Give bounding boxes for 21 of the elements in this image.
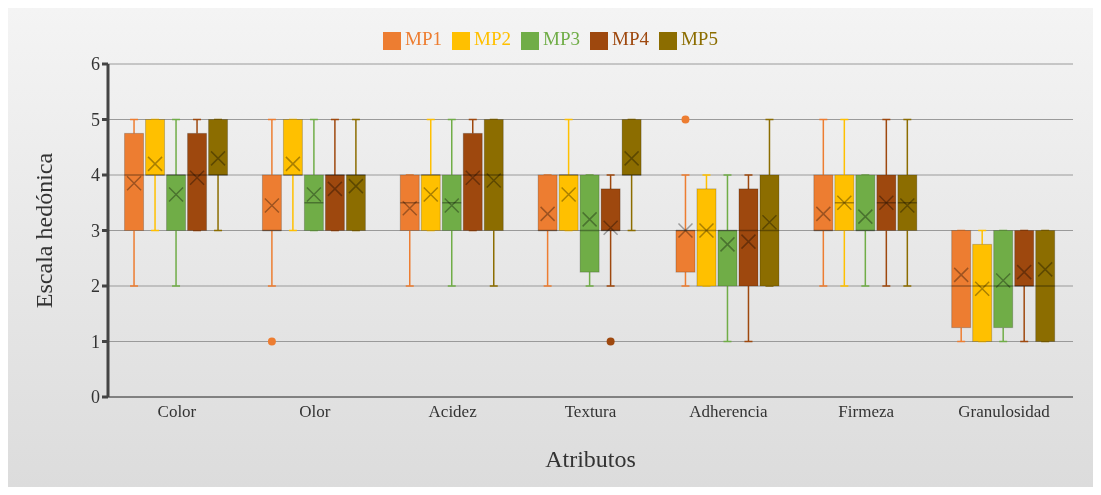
y-axis-title: Escala hedónica (30, 152, 57, 309)
x-tick-label: Firmeza (838, 402, 895, 422)
x-tick-label: Color (157, 402, 197, 422)
legend-label: MP1 (405, 28, 443, 49)
x-axis-title: Atributos (545, 446, 636, 472)
legend-label: MP5 (680, 28, 718, 49)
y-tick-label: 6 (91, 54, 100, 75)
x-tick-label: Textura (564, 402, 617, 422)
y-tick-label: 3 (91, 220, 100, 241)
legend-label: MP2 (474, 28, 512, 49)
y-tick-label: 2 (91, 276, 100, 297)
y-tick-label: 5 (91, 109, 100, 130)
y-tick-label: 4 (91, 165, 100, 186)
y-tick-label: 0 (91, 387, 100, 408)
x-tick-label: Olor (299, 402, 331, 422)
x-tick-label: Acidez (428, 402, 478, 422)
x-tick-label: Adherencia (689, 402, 768, 422)
y-tick-label: 1 (91, 331, 100, 352)
legend-label: MP4 (611, 28, 649, 49)
legend-label: MP3 (543, 28, 580, 49)
x-tick-label: Granulosidad (958, 402, 1051, 422)
